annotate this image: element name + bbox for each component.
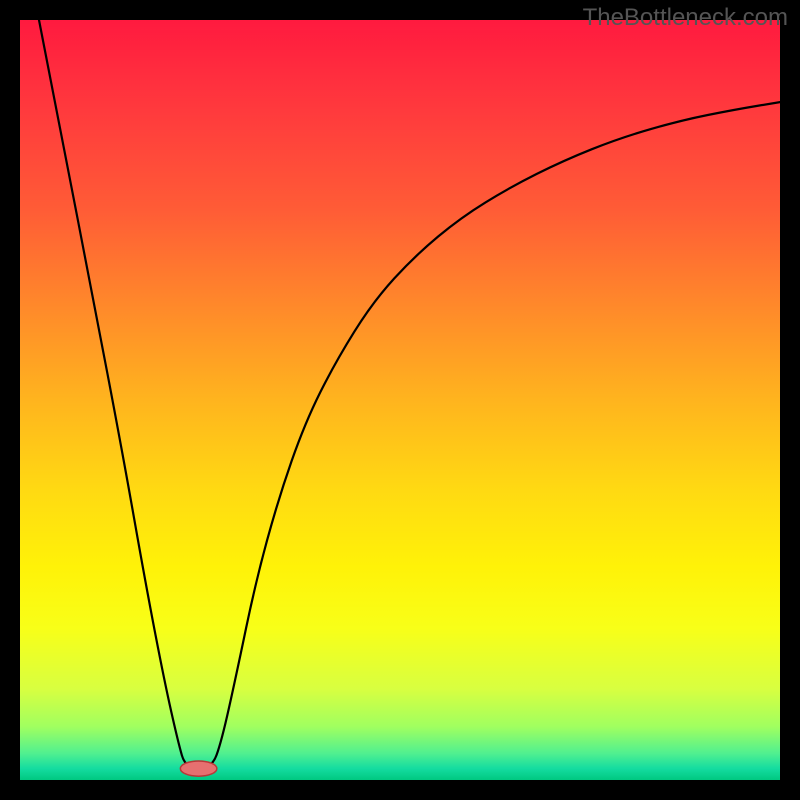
chart-frame: TheBottleneck.com — [0, 0, 800, 800]
watermark-text: TheBottleneck.com — [583, 4, 788, 32]
plot-area — [20, 20, 780, 780]
optimal-marker — [180, 761, 216, 776]
chart-svg — [20, 20, 780, 780]
gradient-background — [20, 20, 780, 780]
